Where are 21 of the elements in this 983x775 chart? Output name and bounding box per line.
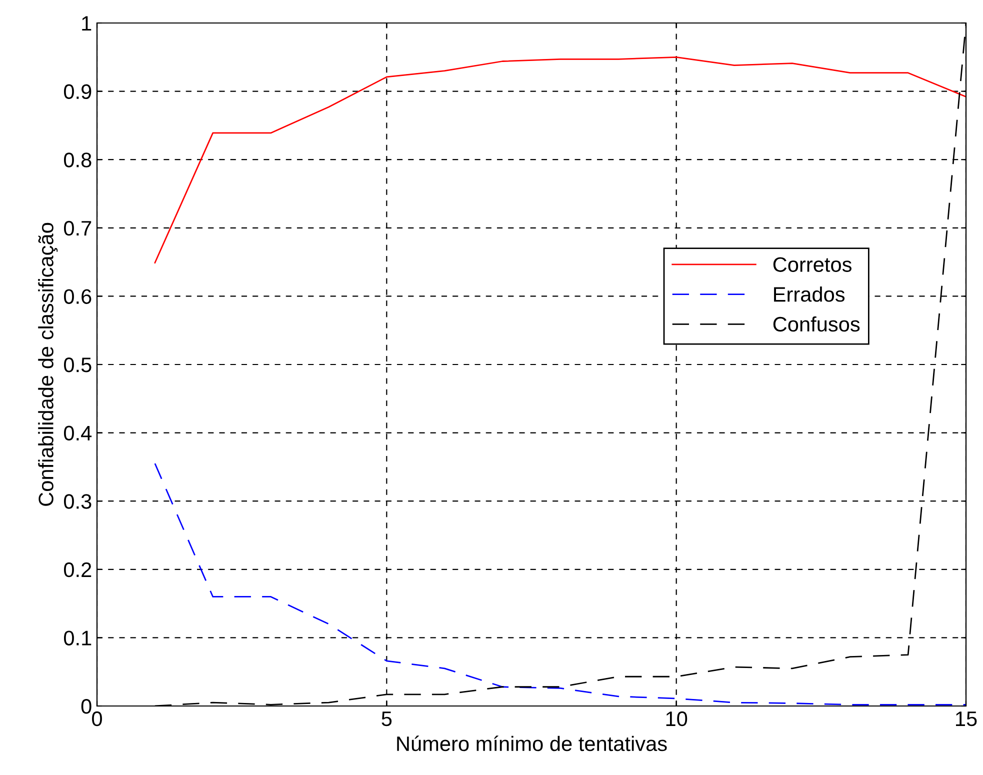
y-tick-label: 0.3: [64, 494, 92, 509]
x-tick-label: 5: [382, 712, 392, 726]
line-series: [154, 462, 966, 706]
y-tick-label: 0.8: [64, 152, 92, 168]
x-tick-label: 15: [956, 712, 977, 726]
legend-label: Confusos: [773, 316, 860, 332]
y-tick-label: 0.7: [64, 220, 92, 236]
y-tick-label: 0.2: [64, 562, 92, 578]
y-axis-title: Confiabilidade de classificação: [38, 222, 58, 506]
y-tick-label: 0: [81, 699, 92, 714]
x-tick-label: 10: [666, 711, 688, 726]
y-tick-label: 0.9: [64, 84, 92, 100]
legend-label: Corretos: [773, 257, 852, 272]
legend-label: Errados: [774, 286, 845, 302]
y-tick-label: 1: [82, 16, 92, 31]
y-tick-label: 0.5: [64, 358, 92, 372]
y-tick-label: 0.6: [64, 289, 92, 304]
x-tick-label: 0: [92, 711, 102, 726]
y-tick-label: 0.4: [64, 426, 92, 441]
x-axis-title: Número mínimo de tentativas: [397, 736, 667, 752]
y-tick-label: 0.1: [64, 630, 92, 646]
